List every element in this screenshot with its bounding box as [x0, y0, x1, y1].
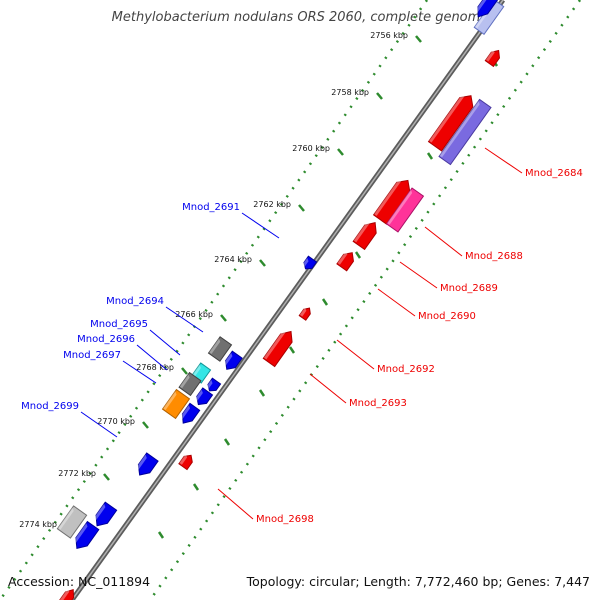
- gene-label-left[interactable]: Mnod_2691: [182, 202, 240, 213]
- gene-label-left[interactable]: Mnod_2699: [21, 401, 79, 412]
- tick-mark: [259, 259, 266, 267]
- tick-mark: [103, 473, 110, 481]
- map-title: Methylobacterium nodulans ORS 2060, comp…: [111, 10, 489, 25]
- gene-mnod-2698[interactable]: [178, 452, 195, 471]
- gene-label-right[interactable]: Mnod_2689: [440, 283, 498, 294]
- gene-blue-c[interactable]: [193, 387, 214, 408]
- gene-label-right[interactable]: Mnod_2684: [525, 168, 583, 179]
- gene-mnod-2684b[interactable]: [438, 98, 492, 166]
- tick-mark: [354, 251, 362, 259]
- tick-mark: [426, 152, 434, 160]
- label-connector: [309, 373, 347, 404]
- gene-blue-b[interactable]: [205, 377, 222, 394]
- accession-label: Accession: NC_011894: [8, 574, 151, 589]
- gene-blue-d[interactable]: [178, 402, 201, 426]
- gene-blue-a[interactable]: [222, 350, 243, 373]
- tick-mark: [376, 92, 383, 100]
- tick-mark: [157, 531, 165, 539]
- gene-bottom-red[interactable]: [58, 587, 78, 600]
- tick-mark: [415, 35, 422, 43]
- gene-mnod-2688[interactable]: [372, 176, 415, 225]
- gene-mnod-2693[interactable]: [262, 327, 296, 368]
- gene-mnod-2696[interactable]: [178, 371, 202, 397]
- gene-label-connectors: [80, 147, 523, 520]
- gene-label-left[interactable]: Mnod_2695: [90, 319, 148, 330]
- tick-label: 2756 kbp: [370, 31, 408, 40]
- gene-label-right[interactable]: Mnod_2693: [349, 398, 407, 409]
- gene-label-right[interactable]: Mnod_2692: [377, 364, 435, 375]
- gene-top-blue[interactable]: [473, 0, 504, 20]
- gene-blue-f[interactable]: [71, 520, 100, 553]
- genome-stats-label: Topology: circular; Length: 7,772,460 bp…: [246, 574, 590, 589]
- gene-small-red[interactable]: [484, 48, 502, 68]
- label-connector: [165, 306, 204, 333]
- tick-mark: [258, 389, 266, 397]
- tick-label: 2762 kbp: [253, 200, 291, 209]
- tick-mark: [298, 204, 305, 212]
- label-connector: [241, 212, 280, 239]
- tick-mark: [220, 314, 227, 322]
- tick-mark: [181, 367, 188, 375]
- gene-mnod-2699[interactable]: [134, 452, 159, 479]
- label-connector: [80, 411, 118, 438]
- tick-label: 2764 kbp: [214, 255, 252, 264]
- label-connector: [424, 226, 463, 257]
- tick-mark: [321, 298, 329, 306]
- gene-label-left[interactable]: Mnod_2694: [106, 296, 164, 307]
- gene-label-right[interactable]: Mnod_2688: [465, 251, 523, 262]
- tick-label: 2768 kbp: [136, 363, 174, 372]
- gene-grey-large[interactable]: [56, 505, 88, 539]
- tick-label: 2766 kbp: [175, 310, 213, 319]
- label-connector: [122, 360, 157, 384]
- gene-mnod-2692[interactable]: [298, 306, 312, 321]
- gene-mnod-2697[interactable]: [161, 388, 191, 420]
- gene-label-right[interactable]: Mnod_2690: [418, 311, 476, 322]
- gene-labels[interactable]: Mnod_2691 Mnod_2694 Mnod_2695 Mnod_2696 Mnod…: [21, 168, 583, 525]
- tick-mark: [192, 483, 200, 491]
- label-connector: [336, 339, 375, 370]
- tick-label: 2770 kbp: [97, 417, 135, 426]
- gene-mnod-2689[interactable]: [352, 219, 381, 251]
- label-connector: [399, 261, 438, 289]
- ruler-ticks: 2756 kbp 2758 kbp 2760 kbp 2762 kbp 2764 kbp…: [19, 31, 499, 539]
- tick-mark: [288, 346, 296, 354]
- gene-mnod-2690[interactable]: [336, 249, 357, 272]
- gene-mnod-2694[interactable]: [207, 336, 233, 362]
- tick-label: 2774 kbp: [19, 520, 57, 529]
- gene-features[interactable]: [56, 0, 505, 600]
- gene-label-right[interactable]: Mnod_2698: [256, 514, 314, 525]
- gene-label-left[interactable]: Mnod_2697: [63, 350, 121, 361]
- label-connector: [149, 329, 181, 356]
- tick-label: 2760 kbp: [292, 144, 330, 153]
- gene-mnod-2688b[interactable]: [385, 187, 425, 233]
- gene-blue-e[interactable]: [91, 501, 118, 530]
- label-connector: [377, 288, 416, 317]
- tick-mark: [223, 438, 231, 446]
- label-connector: [136, 344, 168, 371]
- label-connector: [484, 147, 523, 174]
- tick-mark: [337, 148, 344, 156]
- tick-label: 2772 kbp: [58, 469, 96, 478]
- tick-label: 2758 kbp: [331, 88, 369, 97]
- gene-label-left[interactable]: Mnod_2696: [77, 334, 135, 345]
- gene-mnod-2691[interactable]: [301, 255, 318, 272]
- label-connector: [217, 488, 254, 520]
- gene-mnod-2684[interactable]: [427, 91, 478, 152]
- tick-mark: [142, 421, 149, 429]
- genome-backbone-highlight: [71, 0, 504, 600]
